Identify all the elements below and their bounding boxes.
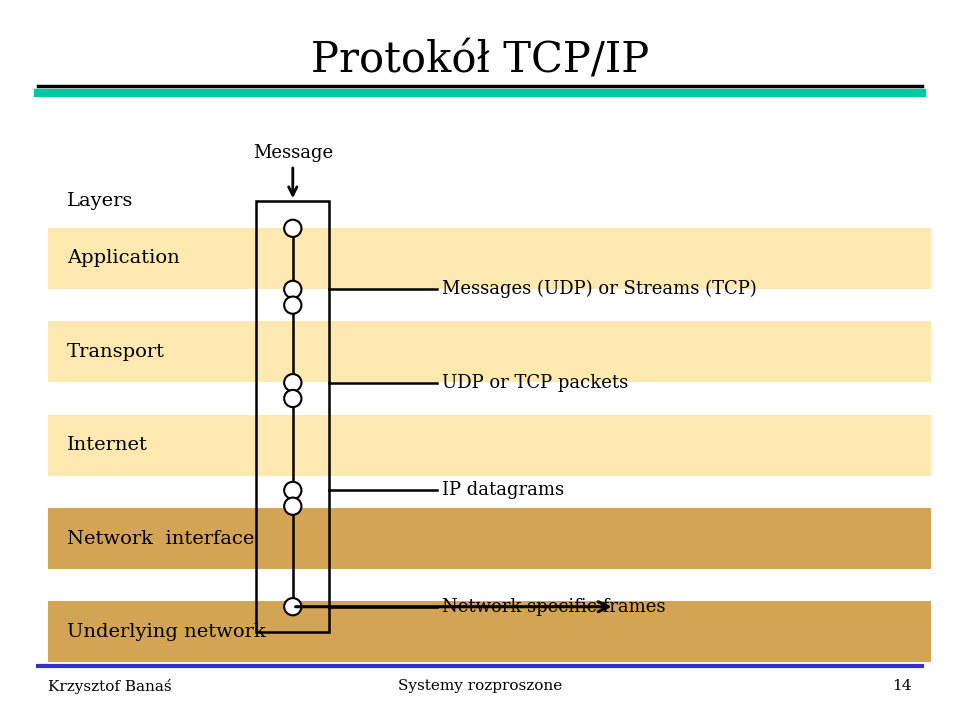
Bar [256,201,329,632]
Text: Network  interface: Network interface [67,529,254,548]
Bar [48,508,931,569]
Text: Application: Application [67,249,180,268]
Text: Internet: Internet [67,436,148,454]
Text: Layers: Layers [67,192,133,210]
Ellipse shape [284,498,301,515]
Ellipse shape [284,374,301,391]
Text: Message: Message [252,144,333,162]
Bar [48,602,931,662]
Text: 14: 14 [893,679,912,692]
Ellipse shape [284,482,301,499]
Text: Transport: Transport [67,342,165,361]
Text: Network-specific frames: Network-specific frames [442,597,665,616]
Bar [48,228,931,289]
Ellipse shape [284,598,301,615]
Text: Protokół TCP/IP: Protokół TCP/IP [311,39,649,81]
Ellipse shape [284,390,301,407]
Bar [48,414,931,475]
Ellipse shape [284,220,301,237]
Text: Messages (UDP) or Streams (TCP): Messages (UDP) or Streams (TCP) [442,280,756,299]
Text: UDP or TCP packets: UDP or TCP packets [442,373,628,392]
Text: Systemy rozproszone: Systemy rozproszone [397,679,563,692]
Ellipse shape [284,281,301,298]
Text: IP datagrams: IP datagrams [442,481,564,500]
Ellipse shape [284,297,301,314]
Text: Underlying network: Underlying network [67,623,266,641]
Bar [48,322,931,382]
Text: Krzysztof Banaś: Krzysztof Banaś [48,679,172,694]
